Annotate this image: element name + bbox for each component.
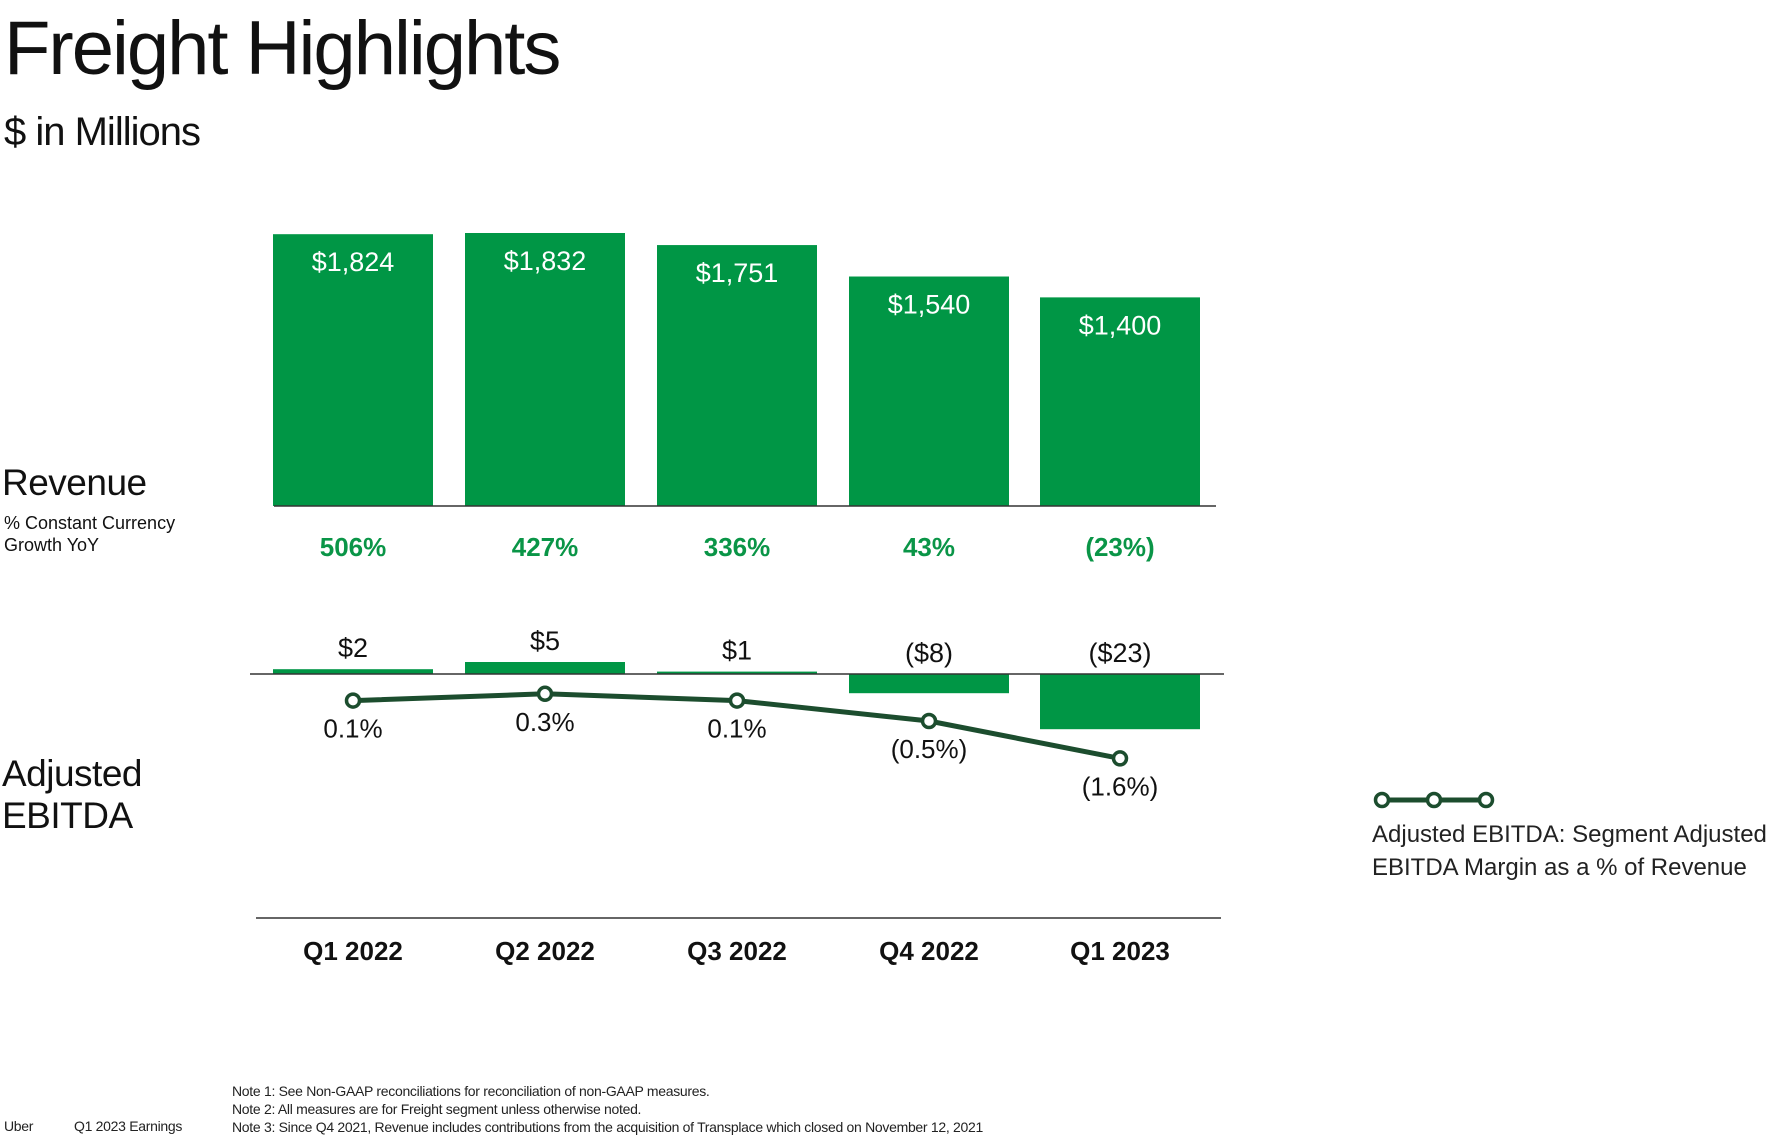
footer-report-name: Q1 2023 Earnings [74,1118,183,1134]
footer-brand: Uber [4,1118,34,1134]
legend-label-line: EBITDA Margin as a % of Revenue [1372,854,1747,881]
revenue-bar [657,245,817,506]
revenue-value-label: $1,751 [696,258,779,288]
margin-label: 0.1% [707,714,766,744]
footer-note: Note 3: Since Q4 2021, Revenue includes … [232,1119,983,1135]
x-axis-tick-label: Q2 2022 [495,936,595,966]
revenue-growth-value: 427% [512,532,579,562]
legend-marker [1373,791,1391,809]
x-axis-tick-label: Q3 2022 [687,936,787,966]
ebitda-bar [273,669,433,674]
legend-label: Adjusted EBITDA: Segment Adjusted EBITDA… [1372,818,1767,884]
legend-marker [1477,791,1495,809]
revenue-bar [273,234,433,506]
x-axis-tick-label: Q1 2022 [303,936,403,966]
revenue-value-label: $1,832 [504,246,587,276]
page-subtitle: $ in Millions [4,110,201,154]
revenue-growth-value: 506% [320,532,387,562]
ebitda-value-label: ($23) [1088,638,1151,668]
margin-label: (1.6%) [1082,771,1159,801]
page-title: Freight Highlights [4,6,561,91]
revenue-value-label: $1,824 [312,247,395,277]
ebitda-value-label: $2 [338,633,368,663]
revenue-growth-value: 336% [704,532,771,562]
footer-note: Note 1: See Non-GAAP reconciliations for… [232,1083,710,1099]
ebitda-value-label: $5 [530,626,560,656]
ebitda-label-line: EBITDA [2,795,133,836]
ebitda-value-label: ($8) [905,638,953,668]
ebitda-bar [465,662,625,674]
margin-label: 0.3% [515,707,574,737]
x-axis-tick-label: Q4 2022 [879,936,979,966]
x-axis-tick-label: Q1 2023 [1070,936,1170,966]
ebitda-value-label: $1 [722,636,752,666]
footer-notes: Note 1: See Non-GAAP reconciliations for… [232,1082,983,1136]
revenue-label: Revenue [2,462,147,503]
ebitda-bar [657,671,817,674]
revenue-growth-label: % Constant Currency Growth YoY [4,512,175,556]
legend-label-line: Adjusted EBITDA: Segment Adjusted [1372,821,1767,848]
legend-marker [1425,791,1443,809]
revenue-value-label: $1,400 [1079,310,1162,340]
revenue-value-label: $1,540 [888,290,971,320]
margin-point [1111,750,1129,767]
margin-point [536,685,554,703]
margin-point [344,692,362,709]
revenue-bar [465,233,625,506]
revenue-growth-label-line: % Constant Currency [4,513,176,533]
revenue-bar [1040,297,1200,506]
ebitda-label-line: Adjusted [2,753,143,794]
margin-point [920,712,938,730]
margin-label: (0.5%) [891,734,968,764]
margin-point [728,692,746,709]
ebitda-bar [849,674,1009,694]
ebitda-label: Adjusted EBITDA [2,753,143,837]
footer-note: Note 2: All measures are for Freight seg… [232,1101,642,1117]
revenue-growth-label-line: Growth YoY [4,535,100,555]
ebitda-bar [1040,674,1200,730]
revenue-growth-value: (23%) [1085,532,1154,562]
revenue-bar [849,276,1009,506]
margin-label: 0.1% [323,714,382,744]
revenue-growth-value: 43% [903,532,955,562]
